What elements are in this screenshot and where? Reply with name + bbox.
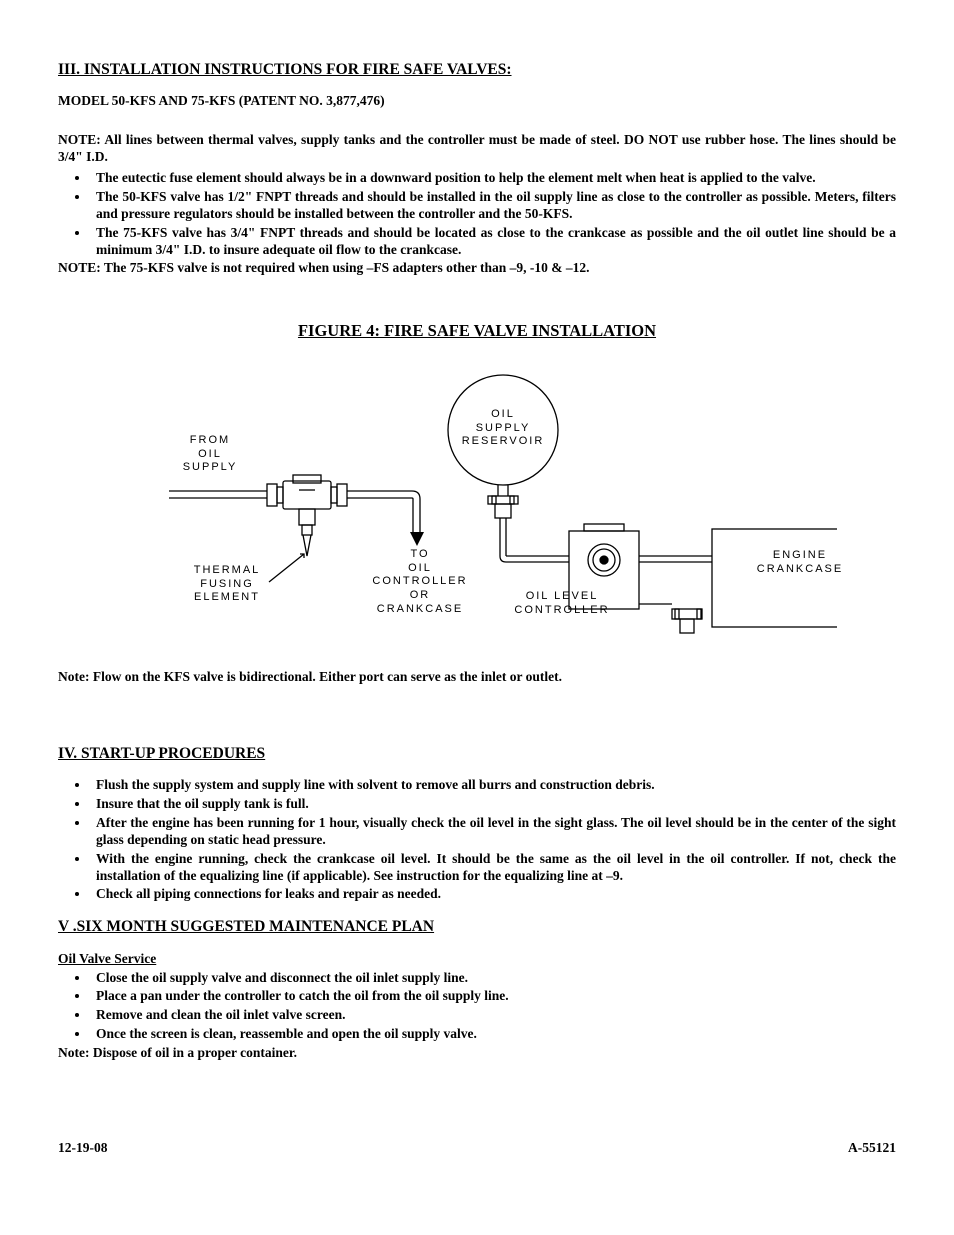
label-thermal-fusing-element: THERMAL FUSING ELEMENT: [177, 564, 277, 605]
figure-4-diagram: FROM OIL SUPPLY THERMAL FUSING ELEMENT T…: [117, 356, 837, 651]
section-4-heading: IV. START-UP PROCEDURES: [58, 744, 896, 763]
list-item: Check all piping connections for leaks a…: [90, 886, 896, 903]
list-item: Place a pan under the controller to catc…: [90, 988, 896, 1005]
section-3-post-note: NOTE: The 75-KFS valve is not required w…: [58, 260, 896, 277]
section-5-heading: V .SIX MONTH SUGGESTED MAINTENANCE PLAN: [58, 917, 896, 936]
section-3-note: NOTE: All lines between thermal valves, …: [58, 132, 896, 166]
page-footer: 12-19-08 A-55121: [58, 1140, 896, 1157]
label-engine-crankcase: ENGINE CRANKCASE: [735, 549, 865, 577]
figure-4-title: FIGURE 4: FIRE SAFE VALVE INSTALLATION: [58, 321, 896, 342]
section-4-bullets: Flush the supply system and supply line …: [58, 777, 896, 903]
list-item: Insure that the oil supply tank is full.: [90, 796, 896, 813]
section-5-post-note: Note: Dispose of oil in a proper contain…: [58, 1045, 896, 1062]
list-item: After the engine has been running for 1 …: [90, 815, 896, 849]
list-item: The 75-KFS valve has 3/4" FNPT threads a…: [90, 225, 896, 259]
figure-4-note: Note: Flow on the KFS valve is bidirecti…: [58, 669, 896, 686]
label-from-oil-supply: FROM OIL SUPPLY: [165, 434, 255, 475]
footer-docnum: A-55121: [848, 1140, 896, 1157]
list-item: Flush the supply system and supply line …: [90, 777, 896, 794]
label-to-oil-controller: TO OIL CONTROLLER OR CRANKCASE: [355, 548, 485, 617]
list-item: With the engine running, check the crank…: [90, 851, 896, 885]
section-3-heading: III. INSTALLATION INSTRUCTIONS FOR FIRE …: [58, 60, 896, 79]
footer-date: 12-19-08: [58, 1140, 108, 1157]
list-item: Close the oil supply valve and disconnec…: [90, 970, 896, 987]
label-oil-level-controller: OIL LEVEL CONTROLLER: [497, 590, 627, 618]
section-3-bullets: The eutectic fuse element should always …: [58, 170, 896, 258]
list-item: The 50-KFS valve has 1/2" FNPT threads a…: [90, 189, 896, 223]
list-item: The eutectic fuse element should always …: [90, 170, 896, 187]
label-oil-supply-reservoir: OIL SUPPLY RESERVOIR: [453, 408, 553, 449]
section-5-bullets: Close the oil supply valve and disconnec…: [58, 970, 896, 1044]
section-3-subhead: MODEL 50-KFS AND 75-KFS (PATENT NO. 3,87…: [58, 93, 896, 110]
list-item: Remove and clean the oil inlet valve scr…: [90, 1007, 896, 1024]
section-5-subhead: Oil Valve Service: [58, 951, 896, 968]
list-item: Once the screen is clean, reassemble and…: [90, 1026, 896, 1043]
